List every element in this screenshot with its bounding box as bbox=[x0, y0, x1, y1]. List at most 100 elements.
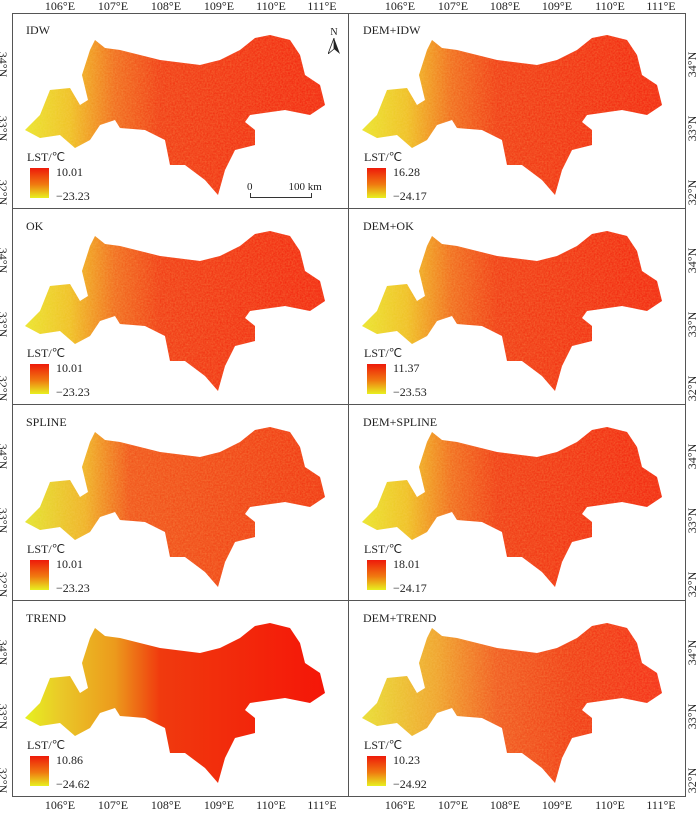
latitude-label: 32°N bbox=[0, 179, 11, 206]
longitude-label: 110°E bbox=[256, 798, 286, 812]
longitude-label: 110°E bbox=[256, 0, 286, 13]
latitude-label: 32°N bbox=[0, 375, 11, 402]
legend-max: 10.86 bbox=[56, 753, 83, 767]
panel-title: OK bbox=[26, 219, 44, 233]
latitude-label: 32°N bbox=[685, 179, 700, 206]
latitude-label: 34°N bbox=[685, 247, 700, 274]
legend-max: 18.01 bbox=[393, 557, 420, 571]
longitude-label: 106°E bbox=[384, 0, 416, 13]
latitude-label: 33°N bbox=[685, 703, 700, 730]
legend-colorbar bbox=[30, 560, 49, 590]
legend-min: −24.92 bbox=[393, 777, 427, 791]
lst-map bbox=[362, 427, 662, 587]
longitude-label: 108°E bbox=[489, 0, 521, 13]
legend-colorbar bbox=[30, 168, 49, 198]
legend-min: −23.23 bbox=[56, 385, 90, 399]
scale-end: 100 km bbox=[288, 181, 322, 193]
panel-title: DEM+IDW bbox=[363, 23, 421, 37]
legend-title: LST/℃ bbox=[364, 150, 403, 164]
legend-title: LST/℃ bbox=[364, 346, 403, 360]
map-panel-dem-trend: DEM+TREND LST/℃ 10.23 −24.92 bbox=[349, 601, 686, 797]
panel-title: IDW bbox=[26, 23, 50, 37]
longitude-label: 109°E bbox=[541, 798, 573, 812]
longitude-label: 107°E bbox=[437, 798, 469, 812]
legend-min: −24.17 bbox=[393, 581, 427, 595]
lst-map bbox=[25, 35, 325, 195]
latitude-label: 32°N bbox=[0, 767, 11, 794]
longitude-label: 108°E bbox=[489, 798, 521, 812]
latitude-label: 33°N bbox=[0, 507, 11, 534]
latitude-label: 32°N bbox=[685, 571, 700, 598]
legend-min: −24.17 bbox=[393, 189, 427, 203]
legend-min: −23.23 bbox=[56, 581, 90, 595]
lst-map bbox=[25, 623, 325, 783]
longitude-label: 107°E bbox=[97, 0, 129, 13]
lst-map bbox=[25, 231, 325, 391]
scale-start: 0 bbox=[247, 181, 253, 193]
legend-colorbar bbox=[367, 756, 386, 786]
map-grid: IDW LST/℃ 10.01 −23.23 N 0 100 km DEM+IDW LST/℃ 1… bbox=[12, 13, 686, 797]
lst-map bbox=[362, 623, 662, 783]
legend-title: LST/℃ bbox=[27, 738, 66, 752]
panel-title: DEM+SPLINE bbox=[363, 415, 438, 429]
scale-line bbox=[250, 193, 312, 198]
legend-max: 10.01 bbox=[56, 165, 83, 179]
legend-max: 11.37 bbox=[393, 361, 420, 375]
longitude-label: 106°E bbox=[384, 798, 416, 812]
latitude-label: 34°N bbox=[685, 51, 700, 78]
latitude-label: 34°N bbox=[0, 639, 11, 666]
panel-title: TREND bbox=[26, 611, 66, 625]
latitude-label: 32°N bbox=[685, 375, 700, 402]
longitude-label: 106°E bbox=[44, 798, 76, 812]
legend-title: LST/℃ bbox=[364, 738, 403, 752]
latitude-label: 33°N bbox=[685, 115, 700, 142]
longitude-label: 111°E bbox=[307, 0, 337, 13]
legend-max: 10.01 bbox=[56, 557, 83, 571]
legend-title: LST/℃ bbox=[27, 150, 66, 164]
legend-title: LST/℃ bbox=[27, 346, 66, 360]
map-panel-dem-spline: DEM+SPLINE LST/℃ 18.01 −24.17 bbox=[349, 405, 686, 601]
legend-max: 16.28 bbox=[393, 165, 420, 179]
latitude-label: 34°N bbox=[0, 443, 11, 470]
legend-min: −23.53 bbox=[393, 385, 427, 399]
north-arrow: N bbox=[327, 27, 340, 57]
latitude-label: 33°N bbox=[0, 311, 11, 338]
map-panel-dem-ok: DEM+OK LST/℃ 11.37 −23.53 bbox=[349, 209, 686, 405]
north-arrow-icon bbox=[327, 37, 340, 56]
scale-bar: 0 100 km bbox=[247, 181, 322, 198]
legend-min: −23.23 bbox=[56, 189, 90, 203]
longitude-label: 111°E bbox=[646, 798, 676, 812]
legend-min: −24.62 bbox=[56, 777, 90, 791]
longitude-label: 109°E bbox=[203, 0, 235, 13]
longitude-label: 108°E bbox=[150, 798, 182, 812]
latitude-label: 34°N bbox=[685, 639, 700, 666]
longitude-label: 110°E bbox=[595, 798, 625, 812]
legend-colorbar bbox=[30, 756, 49, 786]
longitude-label: 109°E bbox=[203, 798, 235, 812]
latitude-label: 33°N bbox=[685, 311, 700, 338]
latitude-label: 32°N bbox=[685, 767, 700, 794]
lst-map bbox=[362, 231, 662, 391]
latitude-label: 33°N bbox=[0, 115, 11, 142]
latitude-label: 33°N bbox=[685, 507, 700, 534]
panel-title: DEM+OK bbox=[363, 219, 414, 233]
map-panel-idw: IDW LST/℃ 10.01 −23.23 N 0 100 km bbox=[12, 13, 349, 209]
longitude-label: 106°E bbox=[44, 0, 76, 13]
longitude-label: 110°E bbox=[595, 0, 625, 13]
map-panel-trend: TREND LST/℃ 10.86 −24.62 bbox=[12, 601, 349, 797]
legend-colorbar bbox=[367, 364, 386, 394]
map-panel-spline: SPLINE LST/℃ 10.01 −23.23 bbox=[12, 405, 349, 601]
legend-max: 10.23 bbox=[393, 753, 420, 767]
legend-colorbar bbox=[30, 364, 49, 394]
panel-title: SPLINE bbox=[26, 415, 67, 429]
panel-title: DEM+TREND bbox=[363, 611, 437, 625]
legend-colorbar bbox=[367, 560, 386, 590]
legend-max: 10.01 bbox=[56, 361, 83, 375]
longitude-label: 107°E bbox=[437, 0, 469, 13]
latitude-label: 33°N bbox=[0, 703, 11, 730]
lst-map bbox=[362, 35, 662, 195]
legend-title: LST/℃ bbox=[364, 542, 403, 556]
map-panel-dem-idw: DEM+IDW LST/℃ 16.28 −24.17 bbox=[349, 13, 686, 209]
longitude-label: 111°E bbox=[307, 798, 337, 812]
north-label: N bbox=[330, 27, 338, 38]
